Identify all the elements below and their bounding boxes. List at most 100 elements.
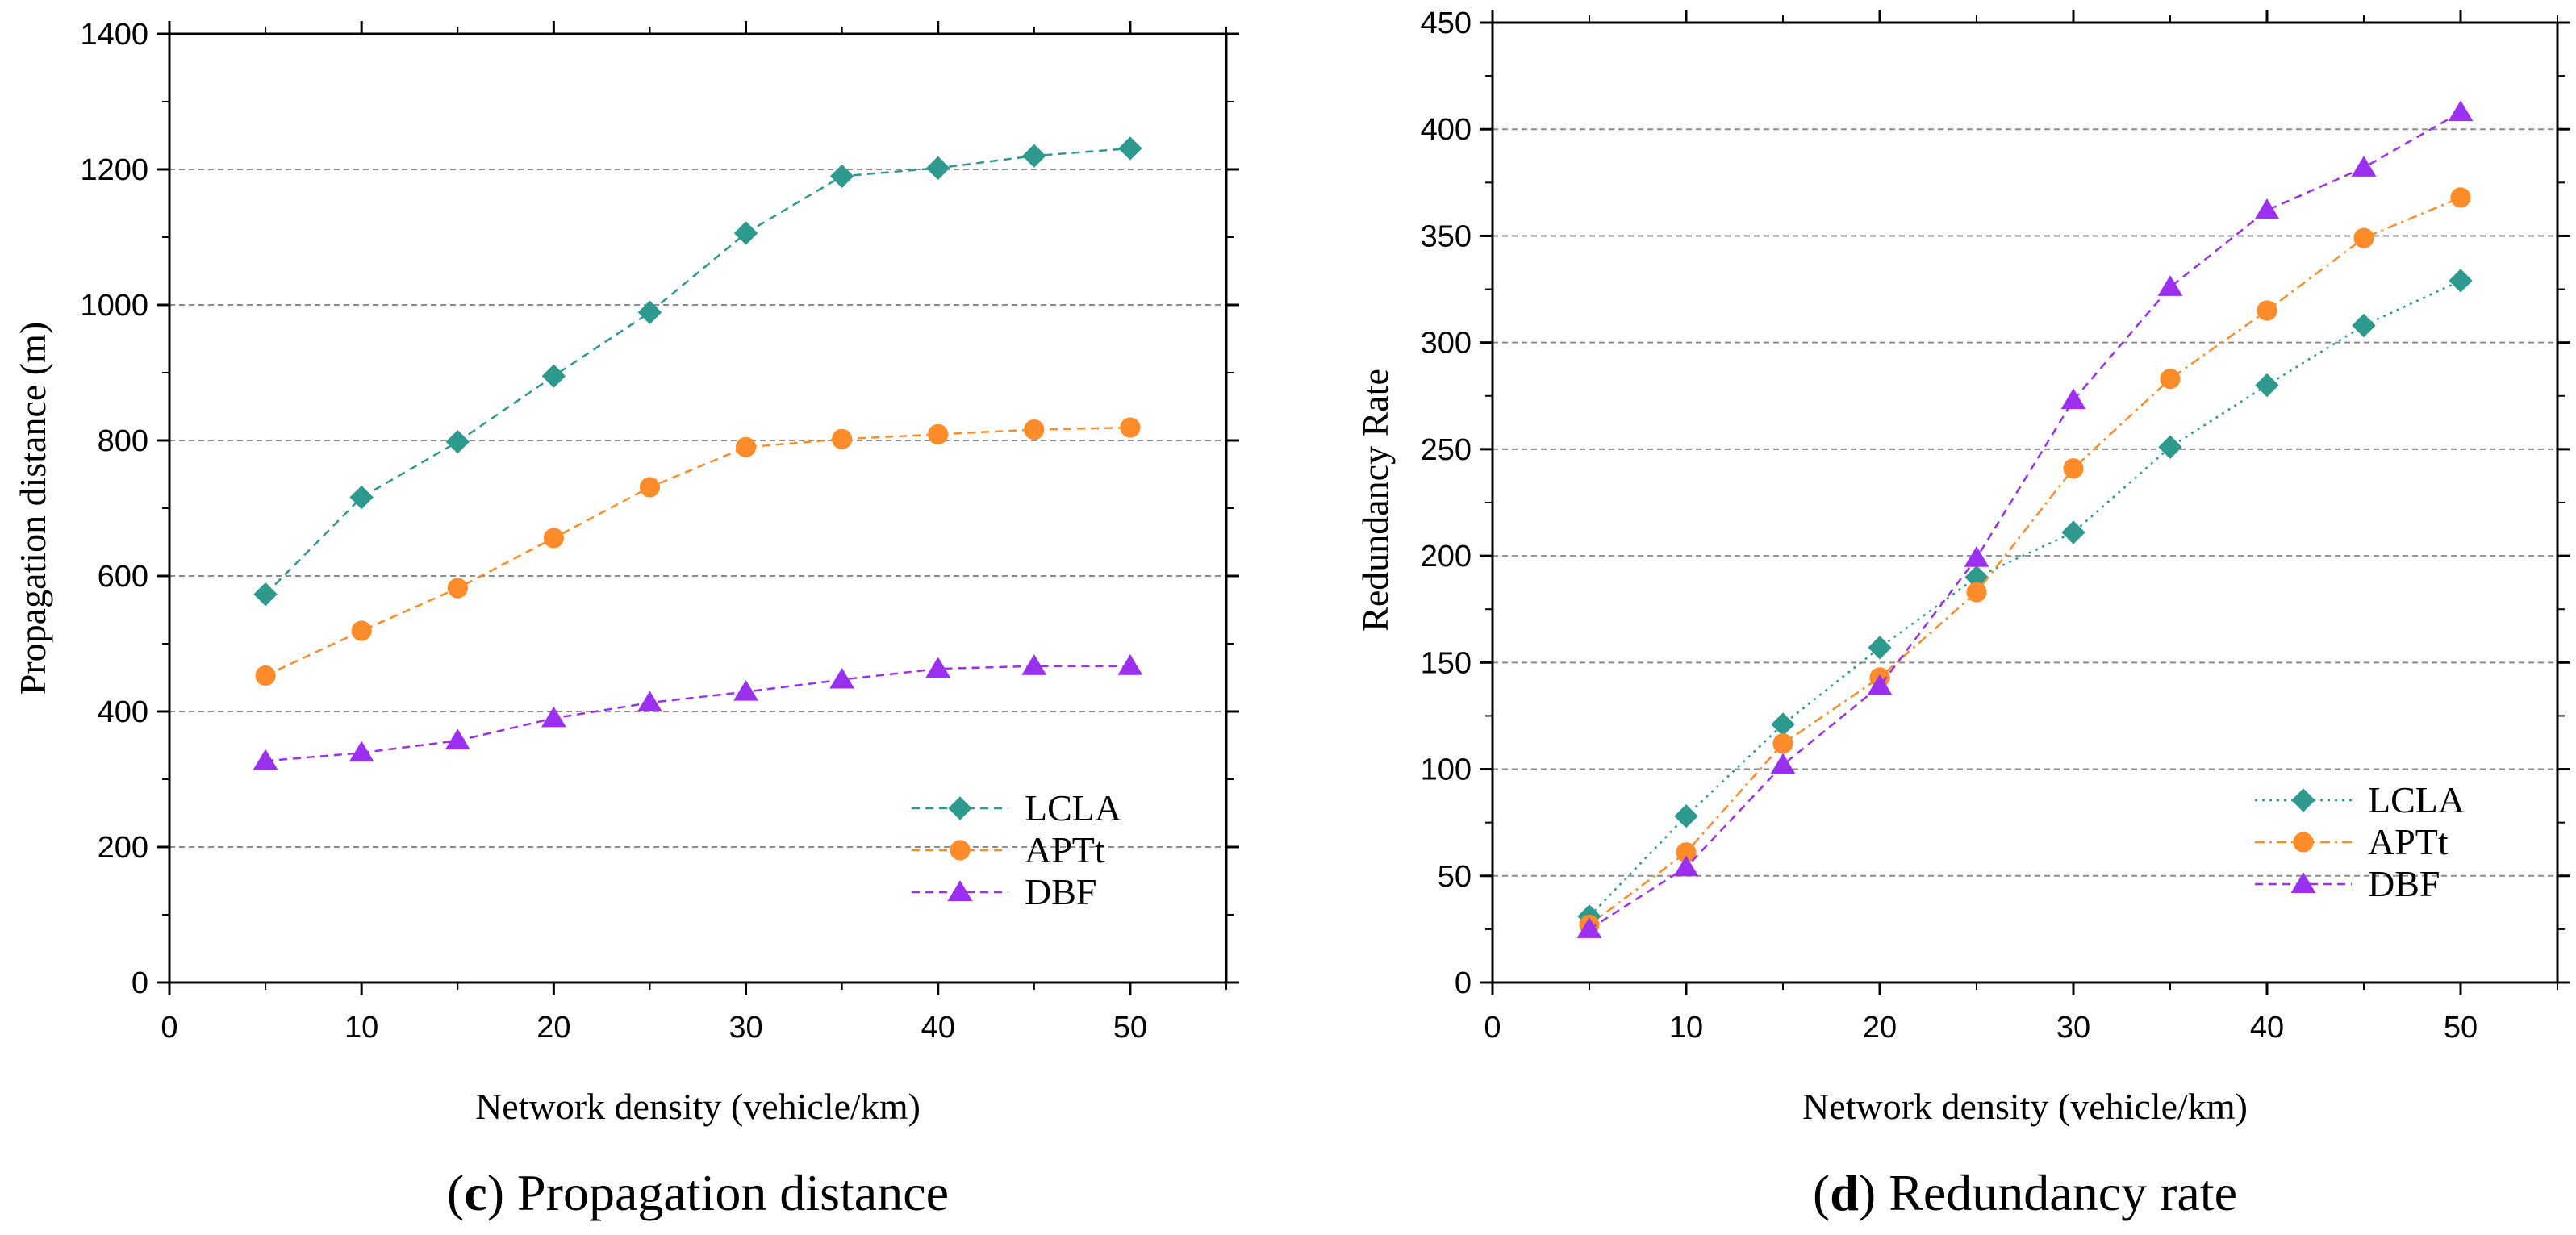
data-point-lcla	[2061, 520, 2085, 544]
chart-c: 0 200 400 600 800 1000 1200 1400 0 10 20 30 40 50 LCL…	[12, 18, 1239, 1221]
data-point-dbf	[733, 679, 758, 701]
y-tick-label: 100	[1421, 753, 1472, 787]
legend-label-lcla: LCLA	[2368, 779, 2465, 820]
y-tick-label: 300	[1421, 327, 1472, 361]
y-tick-label: 350	[1421, 219, 1472, 253]
y-tick-label: 1000	[80, 289, 148, 323]
data-point-lcla	[2255, 373, 2279, 398]
data-point-dbf	[925, 657, 951, 678]
y-tick-label: 450	[1421, 6, 1472, 40]
data-point-dbf	[253, 749, 278, 770]
data-point-dbf	[1964, 546, 1989, 567]
series-line-lcla	[265, 147, 1131, 595]
data-point-lcla	[926, 156, 950, 181]
chart-c-ticks: 0 200 400 600 800 1000 1200 1400 0 10 20 30 40 50	[80, 18, 1239, 1045]
data-point-lcla	[733, 221, 758, 245]
x-tick-label: 0	[1484, 1011, 1501, 1045]
data-point-aptt	[2063, 458, 2084, 479]
data-point-aptt	[447, 578, 468, 599]
data-point-aptt	[255, 665, 276, 686]
data-point-lcla	[541, 364, 566, 388]
y-tick-label: 400	[1421, 113, 1472, 147]
data-point-aptt	[2160, 369, 2181, 390]
legend-label-aptt: APTt	[1025, 829, 1105, 870]
data-point-aptt	[2450, 187, 2471, 208]
x-tick-label: 10	[344, 1011, 378, 1045]
legend-label-dbf: DBF	[2368, 863, 2440, 904]
series-line-dbf	[1589, 111, 2461, 930]
data-point-dbf	[637, 691, 662, 712]
data-point-dbf	[1673, 855, 1699, 877]
legend-marker-lcla	[2291, 788, 2315, 812]
chart-d: 0 50 100 150 200 250 300 350 400 450 0 10 20 30 40 50 L…	[1355, 6, 2570, 1221]
legend-label-dbf: DBF	[1025, 871, 1096, 912]
data-point-lcla	[1022, 144, 1046, 168]
chart-c-xlabel: Network density (vehicle/km)	[475, 1086, 921, 1127]
data-point-aptt	[543, 528, 564, 549]
data-point-aptt	[2257, 300, 2277, 321]
data-point-dbf	[2254, 198, 2280, 219]
data-point-aptt	[1024, 419, 1045, 440]
data-point-dbf	[2448, 100, 2474, 122]
data-point-lcla	[1771, 712, 1795, 736]
series-line-aptt	[1589, 196, 2461, 926]
y-tick-label: 1200	[80, 153, 148, 187]
chart-d-series	[1576, 100, 2474, 938]
data-point-aptt	[1772, 733, 1793, 754]
data-point-lcla	[1868, 636, 1892, 660]
data-point-lcla	[637, 300, 662, 324]
y-tick-label: 0	[132, 966, 148, 1000]
x-tick-label: 50	[2444, 1011, 2478, 1045]
y-tick-label: 250	[1421, 433, 1472, 467]
x-tick-label: 30	[729, 1011, 762, 1045]
data-point-dbf	[1867, 674, 1893, 695]
chart-d-xlabel: Network density (vehicle/km)	[1802, 1086, 2248, 1127]
data-point-dbf	[2060, 388, 2086, 410]
y-tick-label: 600	[98, 560, 148, 594]
y-tick-label: 800	[98, 424, 148, 458]
data-point-dbf	[349, 741, 374, 762]
data-point-aptt	[2353, 227, 2374, 248]
data-point-lcla	[829, 164, 854, 189]
y-tick-label: 200	[1421, 540, 1472, 574]
y-tick-label: 150	[1421, 646, 1472, 680]
chart-d-ticks: 0 50 100 150 200 250 300 350 400 450 0 10 20 30 40 50	[1421, 6, 2570, 1045]
chart-d-ylabel: Redundancy Rate	[1355, 369, 1396, 632]
chart-d-grid	[1493, 128, 2557, 877]
data-point-aptt	[832, 428, 853, 449]
data-point-lcla	[1674, 804, 1698, 828]
data-point-lcla	[1118, 136, 1142, 161]
data-point-dbf	[1770, 753, 1796, 774]
data-point-dbf	[1021, 654, 1047, 675]
x-tick-label: 50	[1113, 1011, 1147, 1045]
x-tick-label: 40	[921, 1011, 955, 1045]
data-point-dbf	[1576, 917, 1602, 938]
legend-marker-aptt	[2293, 832, 2314, 853]
y-tick-label: 0	[1455, 966, 1472, 1000]
x-tick-label: 10	[1669, 1011, 1703, 1045]
y-tick-label: 200	[98, 831, 148, 865]
data-point-lcla	[253, 582, 278, 607]
y-tick-label: 1400	[80, 18, 148, 52]
data-point-aptt	[1676, 842, 1697, 863]
series-line-dbf	[265, 665, 1130, 762]
x-tick-label: 30	[2056, 1011, 2090, 1045]
legend-label-lcla: LCLA	[1025, 787, 1121, 828]
chart-c-series	[253, 136, 1143, 770]
y-tick-label: 50	[1438, 860, 1472, 894]
data-point-lcla	[2449, 269, 2473, 293]
legend-marker-dbf	[2290, 872, 2316, 894]
data-point-lcla	[1964, 565, 1989, 590]
legend-marker-aptt	[950, 840, 971, 861]
legend-marker-dbf	[947, 880, 973, 902]
data-point-aptt	[1120, 417, 1141, 438]
data-point-dbf	[829, 667, 855, 689]
series-line-lcla	[1589, 279, 2461, 917]
y-tick-label: 400	[98, 695, 148, 729]
data-point-aptt	[351, 620, 372, 641]
x-tick-label: 40	[2250, 1011, 2284, 1045]
x-tick-label: 20	[1863, 1011, 1897, 1045]
